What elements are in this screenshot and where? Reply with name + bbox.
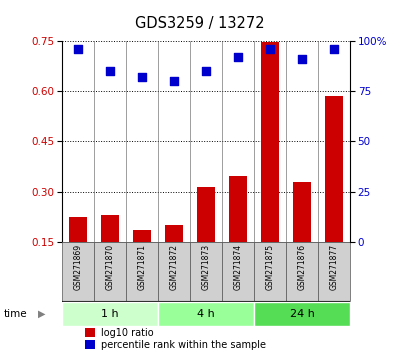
Text: time: time xyxy=(4,309,28,319)
Bar xyxy=(165,225,183,242)
Text: GDS3259 / 13272: GDS3259 / 13272 xyxy=(135,16,265,31)
Bar xyxy=(94,242,126,302)
Point xyxy=(299,56,305,62)
Text: 1 h: 1 h xyxy=(101,309,119,319)
Bar xyxy=(62,302,158,326)
Text: 4 h: 4 h xyxy=(197,309,215,319)
Text: GSM271873: GSM271873 xyxy=(202,244,210,290)
Bar xyxy=(158,242,190,302)
Bar xyxy=(325,96,343,242)
Bar xyxy=(286,242,318,302)
Point xyxy=(139,74,145,80)
Text: 24 h: 24 h xyxy=(290,309,314,319)
Point xyxy=(331,46,337,52)
Text: GSM271872: GSM271872 xyxy=(170,244,178,290)
Bar xyxy=(229,177,247,242)
Bar xyxy=(222,242,254,302)
Point xyxy=(171,78,177,84)
Bar xyxy=(62,242,94,302)
Bar xyxy=(254,302,350,326)
Text: GSM271877: GSM271877 xyxy=(330,244,338,290)
Text: GSM271874: GSM271874 xyxy=(234,244,242,290)
Point xyxy=(235,54,241,59)
Text: ▶: ▶ xyxy=(38,309,46,319)
Bar xyxy=(261,42,279,242)
Bar xyxy=(254,242,286,302)
Bar xyxy=(190,242,222,302)
Bar xyxy=(197,187,215,242)
Bar xyxy=(293,182,311,242)
Point xyxy=(107,68,113,74)
Bar xyxy=(101,215,119,242)
Bar xyxy=(85,340,95,349)
Text: GSM271876: GSM271876 xyxy=(298,244,306,290)
Bar xyxy=(85,328,95,337)
Text: log10 ratio: log10 ratio xyxy=(101,327,154,338)
Bar xyxy=(133,230,151,242)
Text: GSM271870: GSM271870 xyxy=(106,244,114,290)
Text: GSM271871: GSM271871 xyxy=(138,244,146,290)
Bar xyxy=(69,217,87,242)
Text: percentile rank within the sample: percentile rank within the sample xyxy=(101,340,266,350)
Bar xyxy=(318,242,350,302)
Text: GSM271869: GSM271869 xyxy=(74,244,82,290)
Bar xyxy=(158,302,254,326)
Point xyxy=(203,68,209,74)
Point xyxy=(75,46,81,52)
Bar xyxy=(126,242,158,302)
Text: GSM271875: GSM271875 xyxy=(266,244,274,290)
Point xyxy=(267,46,273,52)
